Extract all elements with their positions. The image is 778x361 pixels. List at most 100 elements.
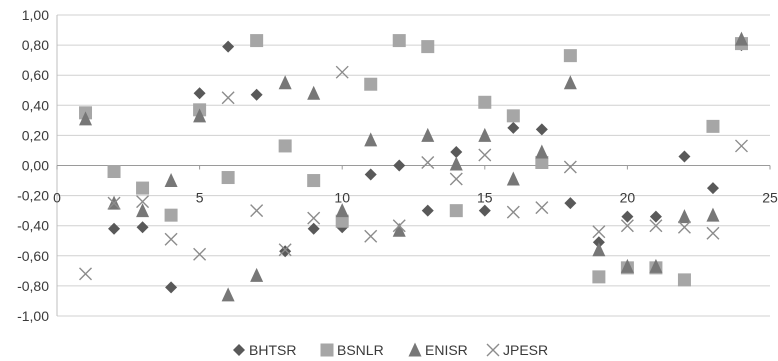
legend-item-bhtsr: BHTSR [233,342,296,358]
jpesr-point [706,226,720,240]
bsnlr-point [107,165,121,179]
enisr-point [136,203,150,218]
jpesr-point [478,148,492,162]
bhtsr-point [535,123,548,136]
bsnlr-point [506,109,520,123]
jpesr-point [592,225,606,239]
bsnlr-point [677,273,691,287]
bsnlr-point [364,77,378,91]
bhtsr-point [564,197,577,210]
legend-item-enisr: ENISR [408,342,468,358]
y-tick-label: -0,40 [17,218,49,234]
enisr-point [563,75,577,90]
enisr-point [421,127,435,142]
jpesr-point [392,219,406,233]
jpesr-point [221,91,235,105]
bsnlr-point [392,34,406,48]
x-tick-label: 20 [620,190,636,206]
bhtsr-point [393,159,406,172]
y-tick-label: -0,60 [17,248,49,264]
enisr-point [250,267,264,282]
y-tick-labels: 1,00 0,80 0,60 0,40 0,20 0,00 -0,20 -0,40 -0,60 -… [17,7,49,324]
bhtsr-point [108,222,121,235]
y-tick-label: -0,80 [17,278,49,294]
bsnlr-point [164,208,178,222]
enisr-point [79,111,93,126]
bsnlr-point [307,174,321,188]
x-tick-labels: 0 5 10 15 20 25 [53,190,778,206]
x-tick-label: 25 [762,190,778,206]
legend-label-enisr: ENISR [425,342,468,358]
x-tick-label: 15 [477,190,493,206]
legend-label-jpesr: JPESR [503,342,548,358]
bsnlr-point [221,171,235,185]
enisr-point [592,242,606,257]
enisr-point [649,258,663,273]
jpesr-point [620,219,634,233]
jpesr-point [136,195,150,209]
bhtsr-point [507,121,520,134]
bhtsr-point [165,281,178,294]
y-tick-label: 0,00 [22,158,49,174]
bsnlr-point [592,270,606,284]
jpesr-point [335,65,349,79]
jpesr-point [677,220,691,234]
y-tick-label: 0,80 [22,37,49,53]
legend-marker-jpesr [486,343,500,357]
bhtsr-point [592,236,605,249]
enisr-point [307,85,321,100]
bhtsr-point [279,245,292,258]
enisr-point [449,156,463,171]
enisr-point [221,287,235,302]
bhtsr-point [364,168,377,181]
legend-marker-bhtsr [233,344,245,356]
jpesr-point [734,139,748,153]
bhtsr-point [478,204,491,217]
bhtsr-point [706,182,719,195]
enisr-point [506,171,520,186]
enisr-point [734,31,748,46]
legend-label-bhtsr: BHTSR [249,342,296,358]
enisr-point [278,75,292,90]
bsnlr-point [136,181,150,195]
y-tick-label: 1,00 [22,7,49,23]
jpesr-point [307,211,321,225]
bhtsr-point [222,40,235,53]
y-tick-label: -1,00 [17,308,49,324]
bhtsr-point [621,210,634,223]
jpesr-point [193,247,207,261]
jpesr-point [449,172,463,186]
jpesr-point [506,205,520,219]
bhtsr-point [649,210,662,223]
bsnlr-point [563,49,577,63]
bhtsr-point [193,87,206,100]
bhtsr-point [250,88,263,101]
jpesr-point [535,201,549,215]
bsnlr-point [421,40,435,54]
enisr-point [364,132,378,147]
jpesr-point [649,219,663,233]
enisr-point [478,127,492,142]
data-points [79,31,748,302]
legend: BHTSR BSNLR ENISR JPESR [233,342,548,358]
bsnlr-point [449,204,463,218]
legend-marker-enisr [408,342,422,357]
x-tick-label: 5 [196,190,204,206]
x-tick-label: 10 [334,190,350,206]
jpesr-point [107,196,121,210]
bhtsr-point [450,145,463,158]
bhtsr-point [307,222,320,235]
bsnlr-point [706,119,720,133]
axes [56,15,771,316]
jpesr-point [164,232,178,246]
enisr-point [706,207,720,222]
enisr-point [193,108,207,123]
enisr-point [677,209,691,224]
y-tick-label: 0,40 [22,97,49,113]
legend-item-jpesr: JPESR [486,342,548,358]
bhtsr-point [678,150,691,163]
enisr-point [392,222,406,237]
enisr-point [335,203,349,218]
y-tick-label: 0,60 [22,67,49,83]
